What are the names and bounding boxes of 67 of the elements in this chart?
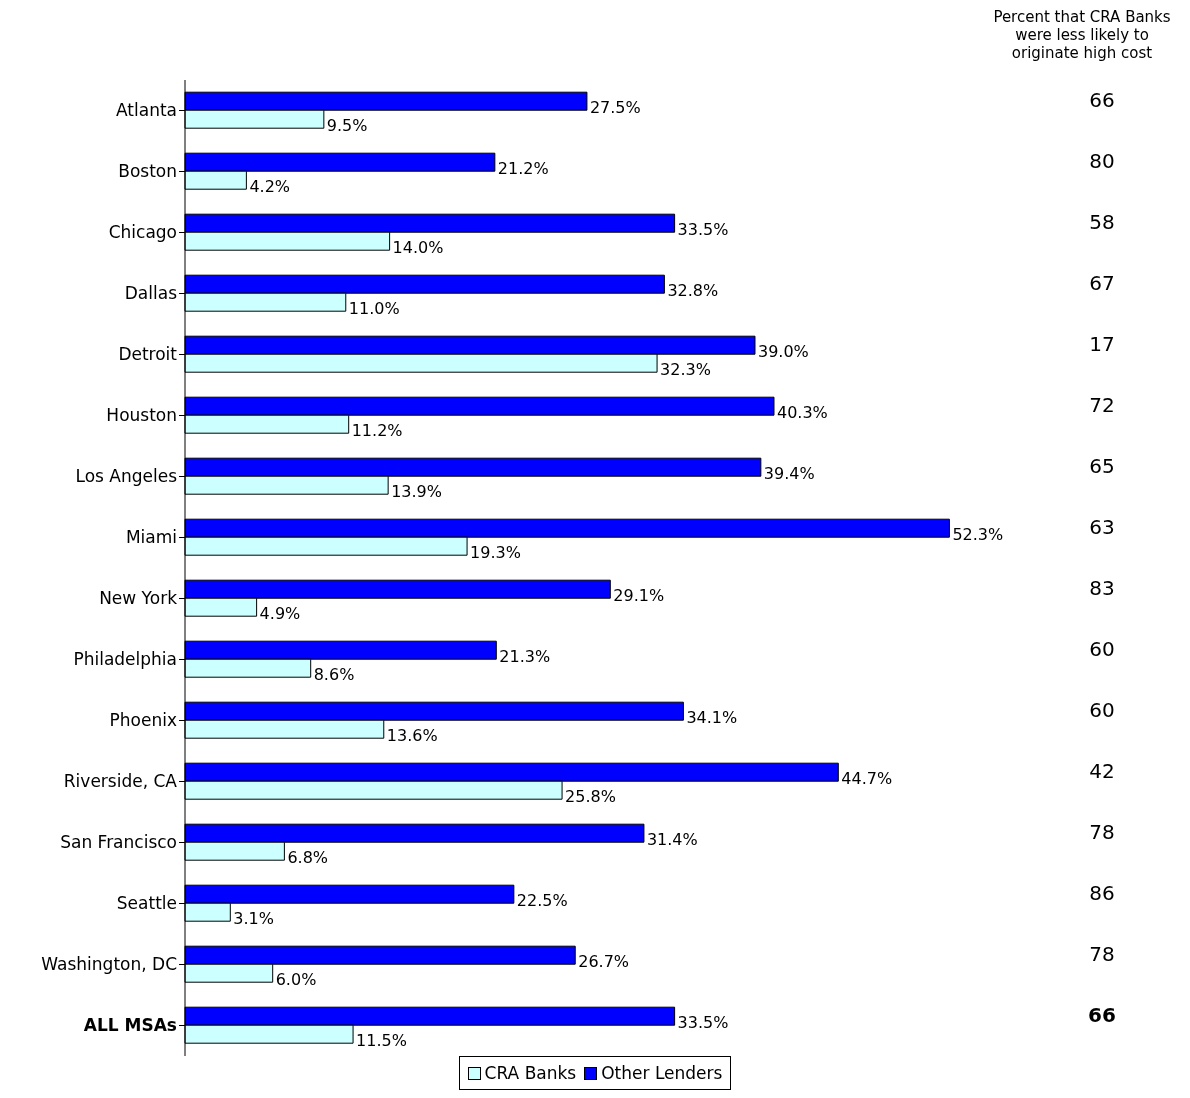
y-tick-label: Dallas <box>124 282 178 303</box>
text: 86 <box>1089 880 1115 905</box>
text: 83 <box>1089 575 1115 600</box>
y-tick-label: Miami <box>125 526 177 547</box>
data-label: 11.5% <box>356 1031 407 1051</box>
data-label: 25.8% <box>565 787 616 807</box>
data-label: 6.0% <box>275 970 317 990</box>
text: Percent that CRA Banks were less likely to originate high cost <box>992 8 1172 62</box>
data-label: 21.3% <box>499 647 551 667</box>
text: 63 <box>1089 514 1115 539</box>
text: 58 <box>1089 209 1115 234</box>
data-label: 26.7% <box>578 952 630 972</box>
text: 66 <box>1088 1002 1116 1027</box>
data-label: 29.1% <box>613 586 665 606</box>
y-tick-label: Atlanta <box>116 99 177 120</box>
data-label: 8.6% <box>313 665 355 685</box>
data-label: 22.5% <box>516 891 568 911</box>
data-label: 32.3% <box>660 360 711 380</box>
text: 60 <box>1089 636 1115 661</box>
text: 67 <box>1089 270 1115 295</box>
data-label: 6.8% <box>287 848 329 868</box>
data-label: 34.1% <box>686 708 738 728</box>
data-label: 19.3% <box>470 543 521 563</box>
y-tick-label: ALL MSAs <box>83 1014 177 1035</box>
data-label: 11.0% <box>348 299 400 319</box>
text: 78 <box>1089 941 1115 966</box>
data-label: 32.8% <box>667 281 719 301</box>
data-label: 27.5% <box>589 98 641 118</box>
data-label: 52.3% <box>952 525 1004 545</box>
legend-label: CRA Banks <box>483 1063 577 1083</box>
y-tick-label: Washington, DC <box>41 953 177 974</box>
data-label: 39.4% <box>763 464 815 484</box>
data-label: 3.1% <box>233 909 274 929</box>
y-tick-label: Phoenix <box>109 709 177 730</box>
text: 42 <box>1089 758 1115 783</box>
y-tick-label: San Francisco <box>60 831 177 852</box>
y-tick-label: Philadelphia <box>73 648 177 669</box>
y-tick-label: Houston <box>106 404 177 425</box>
text: 78 <box>1089 819 1115 844</box>
data-label: 33.5% <box>677 1013 729 1033</box>
data-label: 21.2% <box>497 159 549 179</box>
y-tick-label: Chicago <box>108 221 177 242</box>
text: 17 <box>1089 331 1115 356</box>
y-tick-label: Seattle <box>116 892 177 913</box>
data-label: 13.9% <box>391 482 442 502</box>
y-tick-label: New York <box>99 587 178 608</box>
data-label: 13.6% <box>386 726 438 746</box>
text: 65 <box>1089 453 1115 478</box>
y-tick-label: Riverside, CA <box>63 770 178 791</box>
legend-label: Other Lenders <box>600 1063 723 1083</box>
data-label: 31.4% <box>646 830 698 850</box>
text: 60 <box>1089 697 1115 722</box>
data-label: 44.7% <box>841 769 893 789</box>
y-tick-label: Detroit <box>118 343 178 364</box>
text: 66 <box>1089 87 1115 112</box>
data-label: 4.2% <box>249 177 291 197</box>
y-tick-label: Boston <box>118 160 177 181</box>
text: 72 <box>1089 392 1115 417</box>
data-label: 40.3% <box>777 403 828 423</box>
text: 80 <box>1089 148 1115 173</box>
data-label: 9.5% <box>326 116 368 136</box>
data-label: 33.5% <box>677 220 729 240</box>
data-label: 14.0% <box>392 238 444 258</box>
data-label: 39.0% <box>758 342 809 362</box>
data-label: 11.2% <box>351 421 403 441</box>
data-label: 4.9% <box>259 604 301 624</box>
y-tick-label: Los Angeles <box>75 465 178 486</box>
